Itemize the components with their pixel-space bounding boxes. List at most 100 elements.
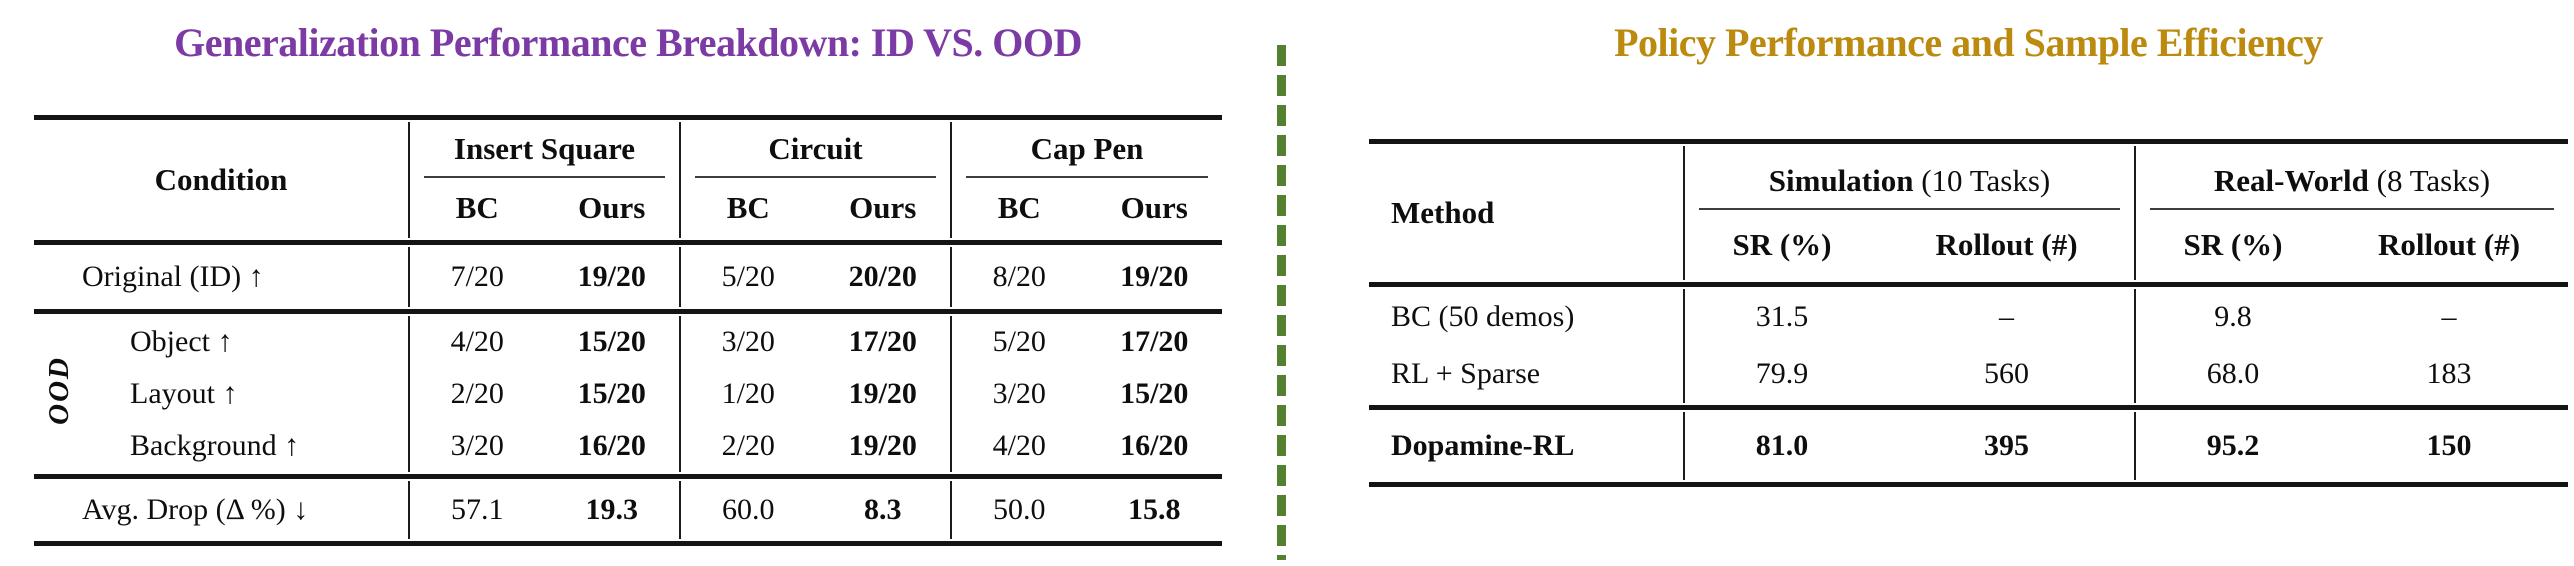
group-label-bold: Simulation xyxy=(1768,163,1914,198)
table-row-dopamine-rl: Dopamine-RL 81.0 395 95.2 150 xyxy=(1369,412,2568,480)
ood-section-label: OOD xyxy=(34,316,84,472)
cell: 60.0 xyxy=(679,481,816,539)
subheader-row: BC Ours BC Ours BC Ours xyxy=(34,178,1222,238)
row-label: Avg. Drop (Δ %) ↓ xyxy=(82,493,309,526)
group-header-simulation: Simulation (10 Tasks) xyxy=(1683,146,2135,210)
table-row-original: Original (ID) ↑ 7/20 19/20 5/20 20/20 8/… xyxy=(34,247,1222,307)
row-label: Layout ↑ xyxy=(130,377,238,410)
table-rule xyxy=(34,472,1222,481)
group-header-row: Method Simulation (10 Tasks) Real-World … xyxy=(1369,146,2568,230)
col-header-rollout: Rollout (#) xyxy=(1935,227,2078,262)
group-header-row: Condition Insert Square Circuit Cap Pen xyxy=(34,122,1222,197)
generalization-panel: Generalization Performance Breakdown: ID… xyxy=(34,0,1222,548)
cell: 395 xyxy=(1984,429,2029,462)
col-header-rollout: Rollout (#) xyxy=(2377,227,2521,262)
group-label-rest: (10 Tasks) xyxy=(1913,163,2051,198)
cell: 4/20 xyxy=(408,316,545,368)
table-rule xyxy=(1369,137,2568,146)
table-row-ood-background: Background ↑ 3/20 16/20 2/20 19/20 4/20 … xyxy=(34,420,1222,472)
cell: 3/20 xyxy=(408,420,545,472)
dashed-divider xyxy=(1277,45,1286,560)
ood-rotated-label: OOD xyxy=(42,355,75,425)
cell: 1/20 xyxy=(679,368,816,420)
cell: 5/20 xyxy=(950,316,1087,368)
col-header-sr: SR (%) xyxy=(1683,210,1879,280)
table-row-ood-object: OOD Object ↑ 4/20 15/20 3/20 17/20 5/20 … xyxy=(34,316,1222,424)
cell: 16/20 xyxy=(1120,429,1189,462)
col-header-bc: BC xyxy=(679,178,816,238)
row-label: Object ↑ xyxy=(130,325,233,358)
col-header-bc: BC xyxy=(408,178,545,238)
cell: 17/20 xyxy=(848,325,917,358)
group-label-bold: Real-World xyxy=(2213,163,2369,198)
cell: 16/20 xyxy=(577,429,646,462)
cell: 79.9 xyxy=(1683,345,1879,403)
cell: 3/20 xyxy=(679,316,816,368)
col-header-bc: BC xyxy=(950,178,1087,238)
group-header-insert-square: Insert Square xyxy=(408,122,680,178)
cell: 560 xyxy=(1984,357,2029,390)
cell: 15/20 xyxy=(577,377,646,410)
method-header: Method xyxy=(1391,195,1495,230)
table-row-ood-layout: Layout ↑ 2/20 15/20 1/20 19/20 3/20 15/2… xyxy=(34,368,1222,420)
left-table-title: Generalization Performance Breakdown: ID… xyxy=(174,20,1082,65)
table-rule xyxy=(1369,280,2568,289)
condition-header: Condition xyxy=(154,162,288,197)
row-label: Background ↑ xyxy=(130,429,300,462)
cell: 183 xyxy=(2426,357,2472,390)
row-label: BC (50 demos) xyxy=(1391,300,1575,333)
col-header-ours: Ours xyxy=(1120,190,1188,225)
cell: 50.0 xyxy=(950,481,1087,539)
cell: 5/20 xyxy=(679,247,816,307)
right-table-title: Policy Performance and Sample Efficiency xyxy=(1614,20,2323,65)
row-label: Original (ID) ↑ xyxy=(82,260,264,293)
table-row-bc-demos: BC (50 demos) 31.5 – 9.8 – xyxy=(1369,289,2568,345)
cell: 3/20 xyxy=(950,368,1087,420)
cell: 150 xyxy=(2426,429,2472,462)
cell: 15/20 xyxy=(1120,377,1189,410)
cell: 4/20 xyxy=(950,420,1087,472)
col-header-ours: Ours xyxy=(578,190,646,225)
cell: 15.8 xyxy=(1128,493,1181,526)
group-header-circuit: Circuit xyxy=(679,122,951,178)
cell: 68.0 xyxy=(2134,345,2330,403)
cell: 8.3 xyxy=(864,493,902,526)
cell: 57.1 xyxy=(408,481,545,539)
table-rule xyxy=(1369,403,2568,412)
cell: 31.5 xyxy=(1683,289,1879,345)
col-header-sr: SR (%) xyxy=(2134,210,2330,280)
row-label: Dopamine-RL xyxy=(1391,429,1575,462)
cell: 2/20 xyxy=(679,420,816,472)
policy-panel: Policy Performance and Sample Efficiency… xyxy=(1369,0,2568,489)
table-row-avg-drop: Avg. Drop (Δ %) ↓ 57.1 19.3 60.0 8.3 50.… xyxy=(34,481,1222,539)
cell: 2/20 xyxy=(408,368,545,420)
table-row-rl-sparse: RL + Sparse 79.9 560 68.0 183 xyxy=(1369,345,2568,403)
policy-table: Method Simulation (10 Tasks) Real-World … xyxy=(1369,137,2568,489)
table-rule xyxy=(34,113,1222,122)
group-header-real-world: Real-World (8 Tasks) xyxy=(2134,146,2568,210)
cell: 19.3 xyxy=(585,493,639,526)
table-rule xyxy=(34,307,1222,316)
subheader-row: SR (%) Rollout (#) SR (%) Rollout (#) xyxy=(1369,210,2568,280)
cell: – xyxy=(2441,300,2457,333)
cell: 15/20 xyxy=(577,325,646,358)
cell: 7/20 xyxy=(408,247,545,307)
table-rule xyxy=(34,238,1222,247)
cell: 19/20 xyxy=(577,260,646,293)
cell: 20/20 xyxy=(848,260,917,293)
cell: 95.2 xyxy=(2134,412,2330,480)
cell: – xyxy=(1999,300,2014,333)
cell: 81.0 xyxy=(1683,412,1879,480)
cell: 8/20 xyxy=(950,247,1087,307)
generalization-table: Condition Insert Square Circuit Cap Pen … xyxy=(34,113,1222,548)
table-rule xyxy=(34,539,1222,548)
group-header-cap-pen: Cap Pen xyxy=(950,122,1222,178)
group-label-rest: (8 Tasks) xyxy=(2368,163,2491,198)
cell: 19/20 xyxy=(848,429,917,462)
cell: 9.8 xyxy=(2134,289,2330,345)
cell: 19/20 xyxy=(848,377,917,410)
row-label: RL + Sparse xyxy=(1391,357,1541,390)
table-rule xyxy=(1369,480,2568,489)
col-header-ours: Ours xyxy=(849,190,917,225)
